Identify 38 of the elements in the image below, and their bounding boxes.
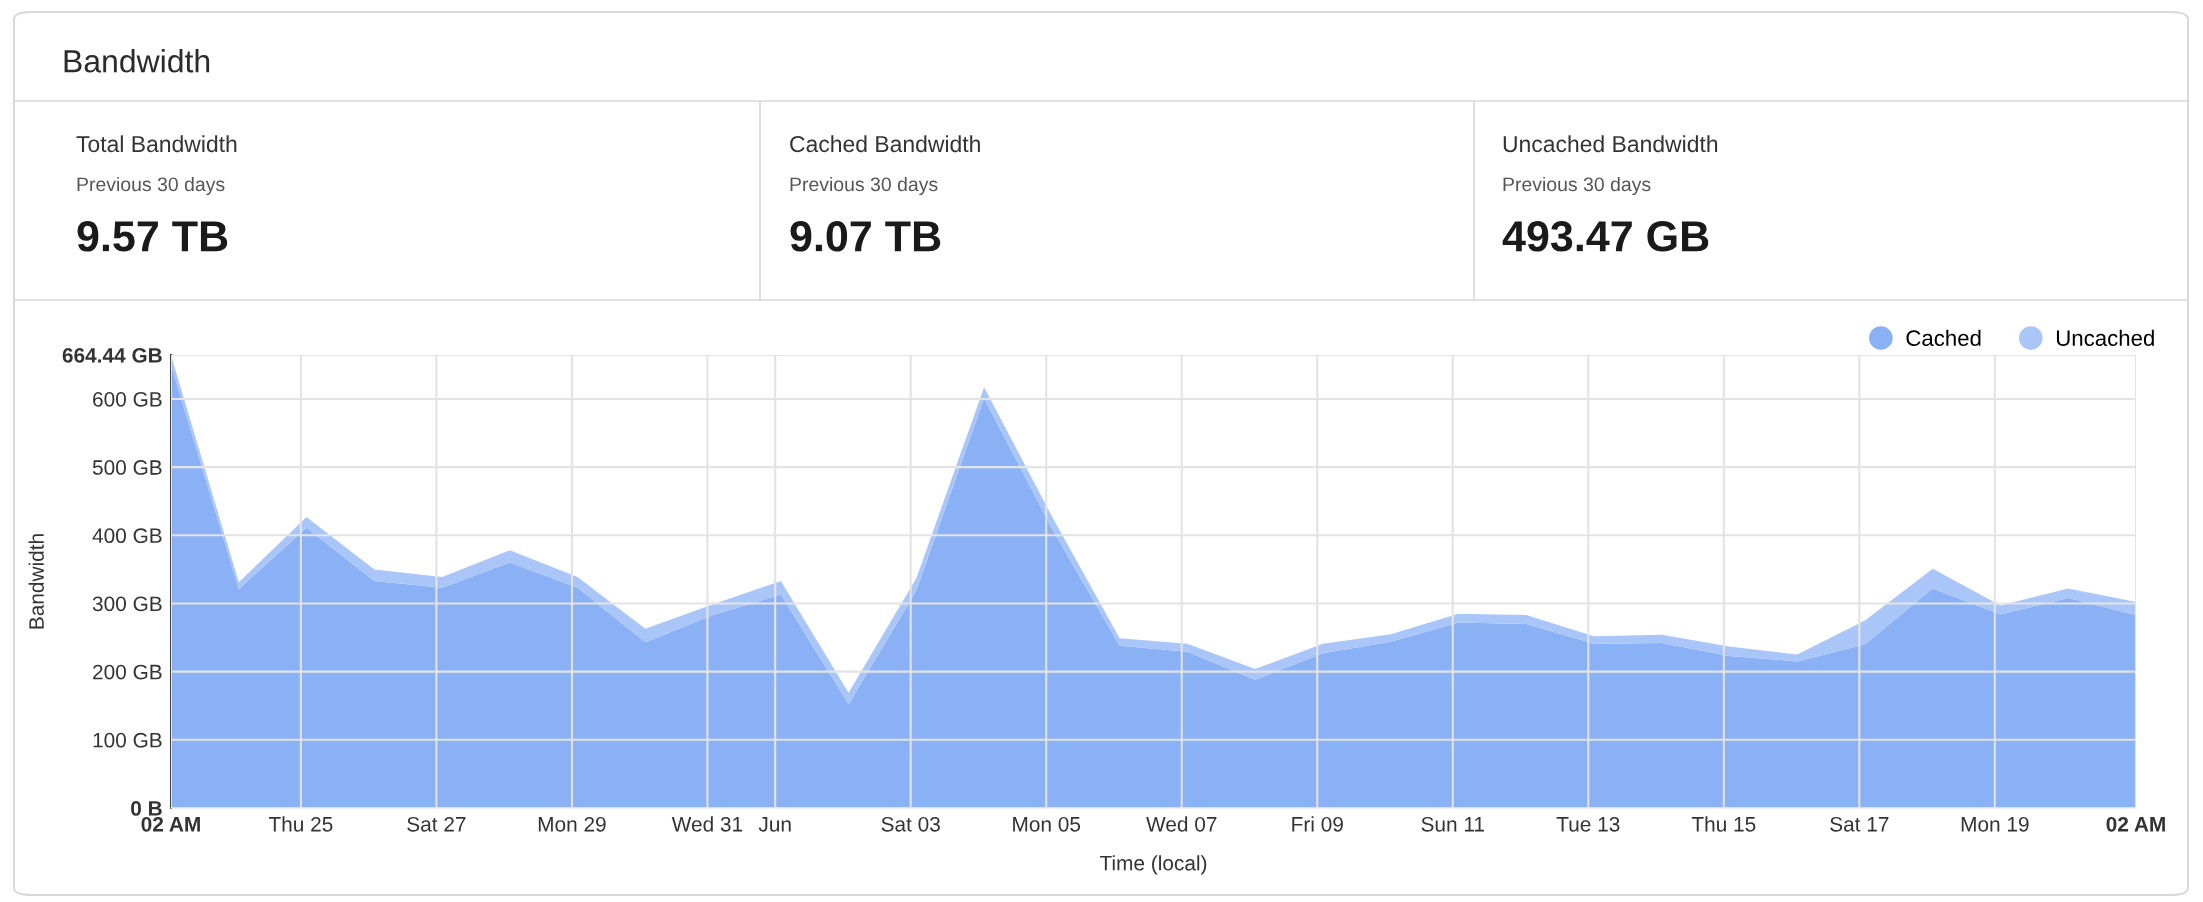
x-axis-title: Time (local) xyxy=(1099,855,1207,875)
y-tick-label: 664.44 GB xyxy=(62,348,162,363)
text: Total Bandwidth xyxy=(76,135,237,153)
text: Previous 30 days xyxy=(790,176,938,196)
x-tick-label: Sun 11 xyxy=(1421,816,1484,832)
y-tick-label: 100 GB xyxy=(93,732,162,748)
y-tick-label: 200 GB xyxy=(93,664,162,680)
text: 9.57 TB xyxy=(77,221,228,252)
x-tick-label: Mon 05 xyxy=(1013,816,1081,832)
y-tick-label: 0 B xyxy=(131,801,162,816)
text: Previous 30 days xyxy=(77,176,225,196)
x-tick-label: Fri 09 xyxy=(1292,816,1343,832)
x-tick-label: 02 AM xyxy=(2106,816,2165,832)
text: Uncached Bandwidth xyxy=(1503,135,1718,153)
text: Bandwidth xyxy=(28,534,44,629)
legend-label: Cached xyxy=(1906,329,1981,347)
x-tick-label: Wed 31 xyxy=(671,816,743,832)
text: Cached Bandwidth xyxy=(790,135,980,153)
text: 9.07 TB xyxy=(790,221,941,252)
x-tick-label: 02 AM xyxy=(141,816,200,832)
legend-label: Uncached xyxy=(2056,329,2154,347)
x-tick-label: Thu 25 xyxy=(268,816,333,832)
x-tick-label: Sat 03 xyxy=(881,816,940,832)
text: Previous 30 days xyxy=(1503,176,1651,196)
x-tick-label: Mon 29 xyxy=(538,816,606,832)
y-tick-label: 400 GB xyxy=(92,528,162,544)
x-tick-label: Thu 15 xyxy=(1691,816,1756,832)
x-tick-label: Sat 17 xyxy=(1830,816,1889,832)
x-tick-label: Sat 27 xyxy=(407,816,466,832)
x-tick-label: Wed 07 xyxy=(1146,816,1217,832)
x-tick-label: Jun xyxy=(758,817,791,832)
text: 493.47 GB xyxy=(1502,221,1709,252)
y-axis-title: Bandwidth xyxy=(64,49,210,73)
y-tick-label: 500 GB xyxy=(92,460,162,475)
y-tick-label: 600 GB xyxy=(93,391,162,407)
x-tick-label: Mon 19 xyxy=(1961,816,2029,832)
y-tick-label: 300 GB xyxy=(92,596,162,612)
x-tick-label: Tue 13 xyxy=(1556,816,1620,832)
